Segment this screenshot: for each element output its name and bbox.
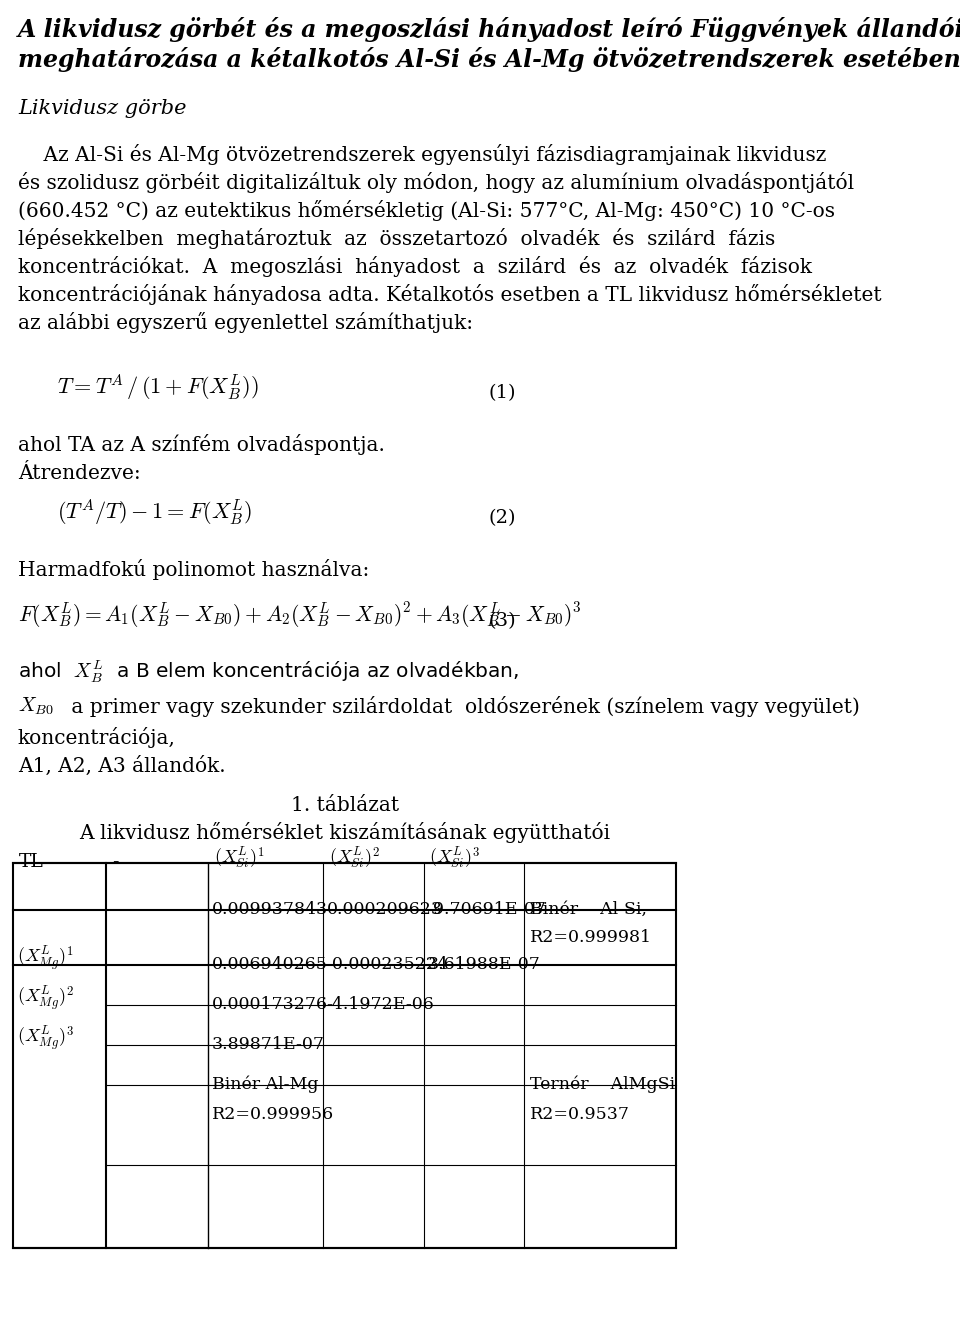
Text: Likvidusz görbe: Likvidusz görbe (18, 99, 186, 118)
Text: $X_{B0}$: $X_{B0}$ (18, 696, 54, 717)
Text: 1. táblázat: 1. táblázat (291, 796, 398, 815)
Text: $(T^A/T)-1 = F(X_B^L)$: $(T^A/T)-1 = F(X_B^L)$ (58, 497, 252, 526)
Text: 0.000209623: 0.000209623 (326, 900, 443, 918)
Text: 0.006940265: 0.006940265 (212, 957, 327, 973)
Text: TL: TL (18, 852, 43, 871)
Text: meghatározása a kétalkotós Al-Si és Al-Mg ötvözetrendszerek esetében: meghatározása a kétalkotós Al-Si és Al-M… (18, 47, 960, 72)
Text: $(X_{Si}^L)^2$: $(X_{Si}^L)^2$ (329, 846, 379, 871)
Text: Ternér    AlMgSi: Ternér AlMgSi (530, 1075, 675, 1093)
Text: az alábbi egyszerű egyenlettel számíthatjuk:: az alábbi egyszerű egyenlettel számíthat… (18, 313, 473, 333)
Text: -: - (112, 852, 118, 871)
Text: koncentrációkat.  A  megoszlási  hányadost  a  szilárd  és  az  olvadék  fázisok: koncentrációkat. A megoszlási hányadost … (18, 257, 812, 277)
Text: (2): (2) (489, 509, 516, 526)
Text: A likvidusz hőmérséklet kiszámításának együtthatói: A likvidusz hőmérséklet kiszámításának e… (79, 822, 611, 843)
Text: $T = T^A\,/\,(1+F(X_B^L))$: $T = T^A\,/\,(1+F(X_B^L))$ (58, 373, 259, 402)
Text: ahol TA az A színfém olvadáspontja.: ahol TA az A színfém olvadáspontja. (18, 434, 385, 456)
Bar (12, 863, 677, 1248)
Text: (1): (1) (489, 383, 516, 402)
Text: $(X_{Mg}^L)^3$: $(X_{Mg}^L)^3$ (16, 1025, 74, 1053)
Text: -4.1972E-06: -4.1972E-06 (326, 997, 435, 1013)
Text: (660.452 °C) az eutektikus hőmérsékletig (Al-Si: 577°C, Al-Mg: 450°C) 10 °C-os: (660.452 °C) az eutektikus hőmérsékletig… (18, 200, 835, 220)
Text: A likvidusz görbét és a megoszlási hányadost leíró Függvények állandóinak: A likvidusz görbét és a megoszlási hánya… (18, 17, 960, 41)
Text: 0.009937843: 0.009937843 (212, 900, 328, 918)
Text: $(X_{Si}^L)^3$: $(X_{Si}^L)^3$ (429, 846, 480, 871)
Text: (3): (3) (489, 612, 516, 631)
Text: $(X_{Mg}^L)^1$: $(X_{Mg}^L)^1$ (16, 945, 73, 973)
Text: ahol  $X_B^L$  a B elem koncentrációja az olvadékban,: ahol $X_B^L$ a B elem koncentrációja az … (18, 659, 519, 685)
Text: 3.89871E-07: 3.89871E-07 (212, 1035, 324, 1053)
Text: $(X_{Si}^L)^1$: $(X_{Si}^L)^1$ (214, 846, 264, 871)
Text: R2=0.999981: R2=0.999981 (530, 929, 652, 946)
Text: -9.70691E-07: -9.70691E-07 (427, 900, 546, 918)
Text: $(X_{Mg}^L)^2$: $(X_{Mg}^L)^2$ (16, 985, 74, 1013)
Text: koncentrációjának hányadosa adta. Kétalkotós esetben a TL likvidusz hőmérséklete: koncentrációjának hányadosa adta. Kétalk… (18, 285, 881, 305)
Text: Harmadfokú polinomot használva:: Harmadfokú polinomot használva: (18, 558, 370, 580)
Text: R2=0.9537: R2=0.9537 (530, 1106, 630, 1124)
Text: koncentrációja,: koncentrációja, (18, 727, 176, 748)
Text: a primer vagy szekunder szilárdoldat  oldószerének (színelem vagy vegyület): a primer vagy szekunder szilárdoldat old… (64, 696, 859, 717)
Text: A1, A2, A3 állandók.: A1, A2, A3 állandók. (18, 756, 226, 776)
Text: 3.61988E-07: 3.61988E-07 (427, 957, 540, 973)
Text: 0.000173276: 0.000173276 (212, 997, 327, 1013)
Text: $F(X_B^L) = A_1(X_B^L - X_{B0}) + A_2(X_B^L - X_{B0})^2 + A_3(X_B^L - X_{B0})^3$: $F(X_B^L) = A_1(X_B^L - X_{B0}) + A_2(X_… (18, 600, 582, 631)
Text: Binér    Al-Si,: Binér Al-Si, (530, 900, 647, 918)
Text: és szolidusz görbéit digitalizáltuk oly módon, hogy az alumínium olvadáspontjátó: és szolidusz görbéit digitalizáltuk oly … (18, 172, 854, 192)
Text: R2=0.999956: R2=0.999956 (212, 1106, 334, 1124)
Text: -: - (18, 900, 25, 918)
Text: Átrendezve:: Átrendezve: (18, 464, 141, 484)
Text: Binér Al-Mg: Binér Al-Mg (212, 1075, 319, 1093)
Text: -: - (112, 900, 118, 918)
Text: -0.000235224: -0.000235224 (326, 957, 448, 973)
Text: Az Al-Si és Al-Mg ötvözetrendszerek egyensúlyi fázisdiagramjainak likvidusz: Az Al-Si és Al-Mg ötvözetrendszerek egye… (18, 144, 827, 166)
Text: lépésekkelben  meghatároztuk  az  összetartozó  olvadék  és  szilárd  fázis: lépésekkelben meghatároztuk az összetart… (18, 228, 776, 248)
